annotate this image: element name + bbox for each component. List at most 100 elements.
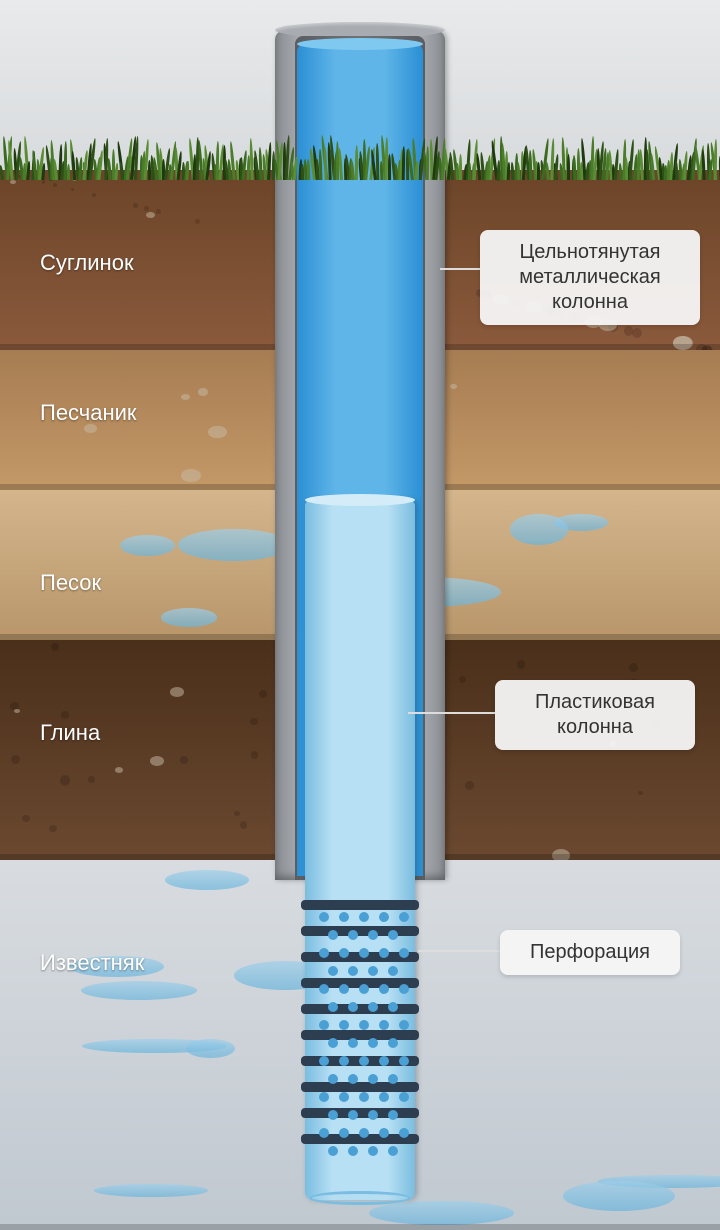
perforation-dot bbox=[359, 984, 369, 994]
perforation-dot bbox=[368, 1110, 378, 1120]
grass-blade bbox=[426, 146, 429, 180]
texture-speckle bbox=[180, 756, 188, 764]
texture-speckle bbox=[459, 676, 467, 684]
perforation-dot bbox=[319, 948, 329, 958]
perforation-dot bbox=[339, 1092, 349, 1102]
texture-speckle bbox=[638, 791, 642, 795]
callout-metal: Цельнотянутая металлическая колонна bbox=[480, 230, 700, 325]
perforation-dot bbox=[359, 1092, 369, 1102]
perforation-dot bbox=[368, 1038, 378, 1048]
texture-speckle bbox=[250, 718, 257, 725]
texture-speckle bbox=[60, 775, 71, 786]
grass-blade bbox=[702, 149, 706, 180]
perforation-dot bbox=[399, 984, 409, 994]
perforation-dot bbox=[319, 1092, 329, 1102]
water-pool bbox=[369, 1201, 514, 1226]
pebble bbox=[150, 756, 164, 766]
perforation-dot bbox=[379, 912, 389, 922]
perforation-dot bbox=[399, 1056, 409, 1066]
perforation-dot bbox=[379, 1092, 389, 1102]
perforation-ring bbox=[301, 1030, 419, 1040]
perforation-dot bbox=[399, 1128, 409, 1138]
perforation-dot bbox=[328, 1002, 338, 1012]
water-pool bbox=[510, 514, 568, 544]
texture-speckle bbox=[156, 209, 161, 214]
perforation-dot bbox=[328, 1110, 338, 1120]
perforation-dot bbox=[379, 1128, 389, 1138]
perforation-dot bbox=[368, 1074, 378, 1084]
perforation-ring bbox=[301, 926, 419, 936]
layer-label: Суглинок bbox=[40, 250, 134, 276]
texture-speckle bbox=[92, 193, 96, 197]
perforation-dot bbox=[348, 1146, 358, 1156]
texture-speckle bbox=[259, 690, 267, 698]
texture-speckle bbox=[465, 781, 474, 790]
callout-plastic: Пластиковая колонна bbox=[495, 680, 695, 750]
grass-blade bbox=[338, 148, 343, 180]
water-pool bbox=[186, 1039, 235, 1058]
grass-blade bbox=[459, 154, 462, 180]
perforation-dot bbox=[339, 1056, 349, 1066]
perforation-dot bbox=[388, 1074, 398, 1084]
perforation-dot bbox=[319, 984, 329, 994]
texture-speckle bbox=[517, 660, 526, 669]
perforation-dot bbox=[399, 1092, 409, 1102]
texture-speckle bbox=[49, 825, 57, 833]
layer-edge bbox=[0, 1224, 720, 1230]
water-pool bbox=[165, 870, 249, 890]
callout-line bbox=[408, 712, 495, 714]
perforation-ring bbox=[301, 1082, 419, 1092]
water-pool bbox=[178, 529, 289, 560]
water-pool bbox=[161, 608, 217, 627]
perforation-dot bbox=[359, 1020, 369, 1030]
perforation-dot bbox=[328, 1074, 338, 1084]
texture-speckle bbox=[88, 776, 95, 783]
pebble bbox=[198, 388, 209, 396]
perforation-dot bbox=[388, 1110, 398, 1120]
perforation-dot bbox=[319, 912, 329, 922]
perforation-dot bbox=[348, 966, 358, 976]
perforation-dot bbox=[339, 912, 349, 922]
pebble bbox=[208, 426, 226, 439]
perforation-dot bbox=[348, 1038, 358, 1048]
perforation-dot bbox=[339, 1128, 349, 1138]
perforation-dot bbox=[339, 948, 349, 958]
perforation-dot bbox=[388, 1146, 398, 1156]
pebble bbox=[181, 469, 201, 483]
perforation-dot bbox=[348, 1002, 358, 1012]
perforation-dot bbox=[368, 1002, 378, 1012]
grass-blade bbox=[67, 164, 70, 180]
texture-speckle bbox=[251, 751, 259, 759]
perforation-dot bbox=[379, 1020, 389, 1030]
perforation-dot bbox=[368, 1146, 378, 1156]
texture-speckle bbox=[71, 188, 75, 192]
water-pool bbox=[120, 535, 176, 557]
layer-label: Песчаник bbox=[40, 400, 137, 426]
perforation-dot bbox=[388, 1038, 398, 1048]
texture-speckle bbox=[53, 183, 57, 187]
perforation-dot bbox=[379, 948, 389, 958]
perforation-dot bbox=[328, 966, 338, 976]
grass-blade bbox=[42, 163, 46, 180]
perforation-dot bbox=[319, 1128, 329, 1138]
water-pool bbox=[94, 1184, 208, 1198]
grass-blade bbox=[714, 139, 718, 180]
perforation-dot bbox=[319, 1020, 329, 1030]
perforation-dot bbox=[388, 930, 398, 940]
callout-line bbox=[440, 268, 480, 270]
grass-blade bbox=[186, 161, 190, 180]
texture-speckle bbox=[133, 203, 137, 207]
perforation-dot bbox=[359, 948, 369, 958]
perforation-dot bbox=[388, 966, 398, 976]
pebble bbox=[115, 767, 123, 773]
grass-blade bbox=[507, 162, 511, 180]
perforation-dot bbox=[348, 1074, 358, 1084]
perforation-dot bbox=[359, 912, 369, 922]
perforation-dot bbox=[348, 1110, 358, 1120]
pebble bbox=[10, 180, 16, 184]
texture-speckle bbox=[195, 219, 200, 224]
texture-speckle bbox=[61, 711, 68, 718]
pebble bbox=[146, 212, 155, 218]
layer-label: Известняк bbox=[40, 950, 144, 976]
pebble bbox=[170, 687, 184, 696]
